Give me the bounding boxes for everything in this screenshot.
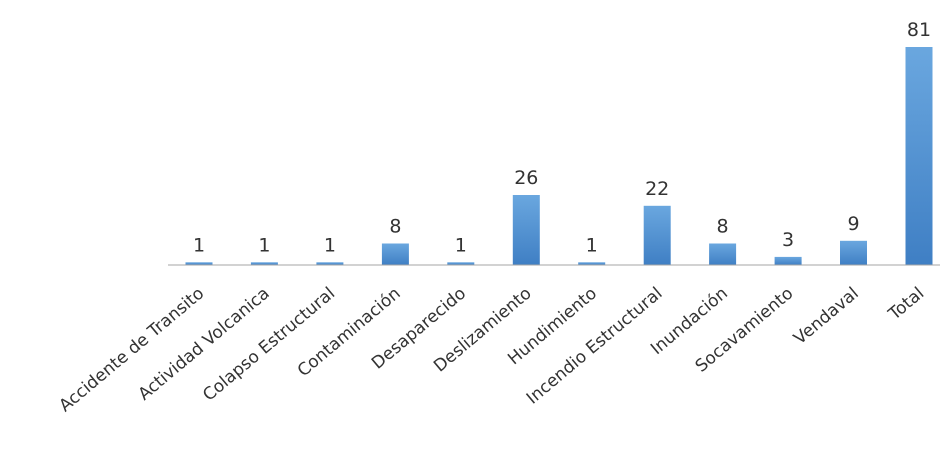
bar-actividad-volcanica [250, 262, 278, 265]
value-label-socavamiento: 3 [782, 229, 794, 251]
value-label-hundimiento: 1 [586, 234, 598, 256]
bar-accidente-de-transito [185, 262, 213, 265]
bar-hundimiento [578, 262, 606, 265]
bar-contaminacion [381, 243, 409, 265]
value-label-contaminacion: 8 [389, 216, 401, 238]
value-label-desaparecido: 1 [455, 234, 467, 256]
bar-socavamiento [774, 256, 802, 265]
bar-vendaval [840, 240, 867, 265]
value-label-deslizamiento: 26 [514, 167, 538, 189]
bar-total [905, 47, 933, 265]
bar-colapso-estructural [316, 262, 344, 265]
bar-deslizamiento [512, 195, 540, 265]
category-label-total: Total [884, 284, 928, 325]
bar-incendio-estructural [643, 205, 671, 265]
value-label-actividad-volcanica: 1 [258, 234, 270, 256]
bars-layer [185, 47, 933, 265]
category-label-vendaval: Vendaval [790, 284, 863, 349]
value-label-vendaval: 9 [847, 213, 859, 235]
value-label-total: 81 [907, 19, 931, 41]
value-label-incendio-estructural: 22 [645, 178, 669, 200]
value-label-inundacion: 8 [717, 216, 729, 238]
bar-inundacion [709, 243, 737, 265]
value-label-accidente-de-transito: 1 [193, 234, 205, 256]
bar-desaparecido [447, 262, 475, 265]
value-label-colapso-estructural: 1 [324, 234, 336, 256]
